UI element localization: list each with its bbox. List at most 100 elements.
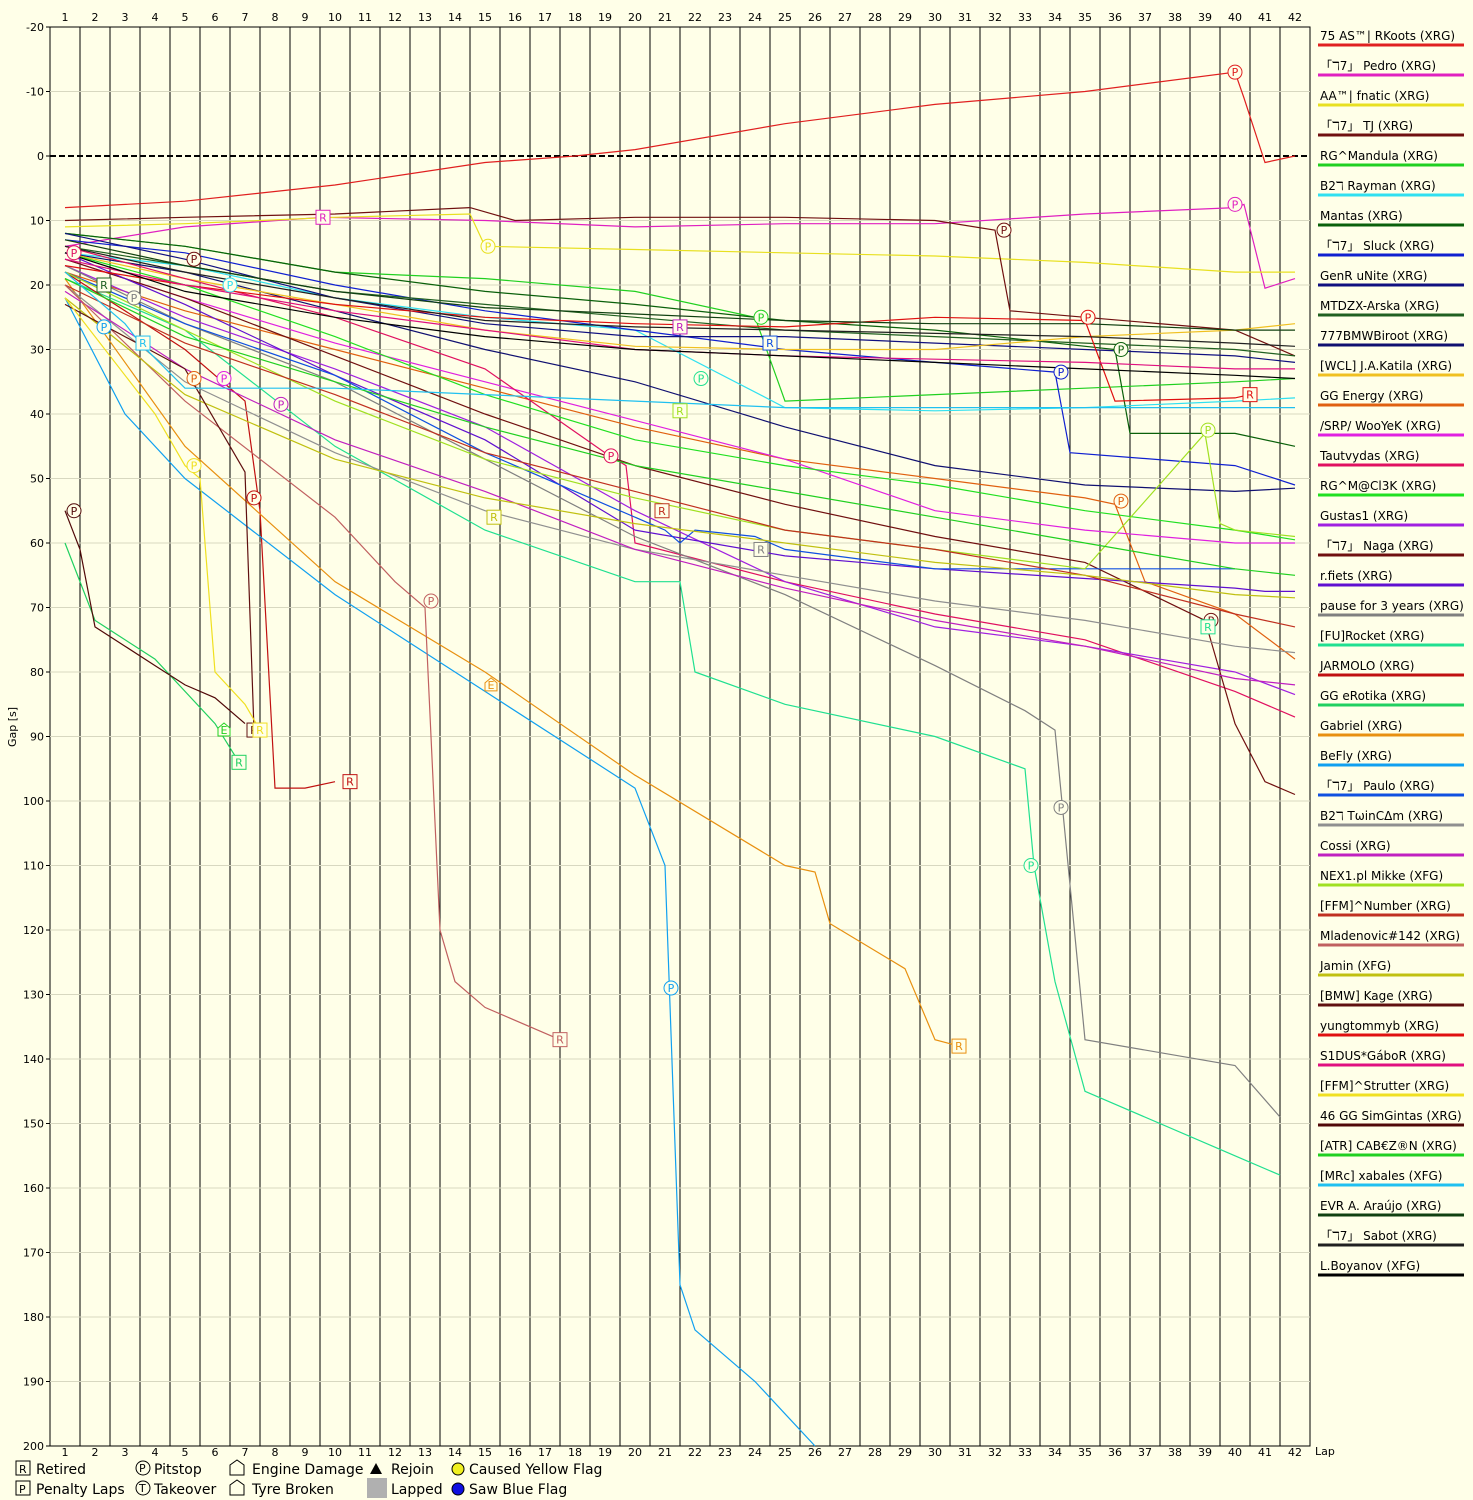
x-tick-label-bottom: 15 <box>478 1446 492 1459</box>
driver-name: RG^M@Cl3K (XRG) <box>1320 479 1436 493</box>
y-tick-label: 30 <box>30 344 44 357</box>
driver-legend-item: B2ℸ Rayman (XRG) <box>1318 179 1464 197</box>
event-marker-P: P <box>996 222 1012 238</box>
series-line <box>64 278 1281 1176</box>
x-tick-label-bottom: 37 <box>1138 1446 1152 1459</box>
series-line <box>64 239 1295 331</box>
x-tick-label-bottom: 24 <box>748 1446 762 1459</box>
driver-legend-item: NEX1.pl Mikke (XFG) <box>1318 869 1464 887</box>
series-line <box>64 271 1235 570</box>
x-tick-label-top: 31 <box>958 11 972 24</box>
driver-name: S1DUS*GáboR (XRG) <box>1320 1049 1446 1063</box>
x-tick-label-bottom: 9 <box>302 1446 309 1459</box>
event-marker-P: P <box>753 309 769 325</box>
y-tick-label: 130 <box>23 989 44 1002</box>
x-tick-label-bottom: 33 <box>1018 1446 1032 1459</box>
y-tick-label: 120 <box>23 924 44 937</box>
driver-legend-item: 「ℸ7」 Sluck (XRG) <box>1318 239 1464 257</box>
legend-yellow-flag: Caused Yellow Flag <box>451 1462 602 1478</box>
driver-name: L.Boyanov (XFG) <box>1320 1259 1420 1273</box>
symbol-legend: R Retired P Penalty Laps P Pitstop T Tak… <box>15 1459 602 1498</box>
driver-legend-item: S1DUS*GáboR (XRG) <box>1318 1049 1464 1067</box>
x-tick-label-top: 19 <box>598 11 612 24</box>
x-tick-label-top: 25 <box>778 11 792 24</box>
svg-text:P: P <box>1232 198 1239 211</box>
driver-name: 「ℸ7」 Naga (XRG) <box>1320 539 1434 553</box>
x-tick-label-bottom: 42 <box>1288 1446 1302 1459</box>
driver-legend-item: [FU]Rocket (XRG) <box>1318 629 1464 647</box>
svg-text:Tyre Broken: Tyre Broken <box>251 1482 334 1498</box>
event-marker-P: P <box>186 251 202 267</box>
series-line <box>64 252 1296 351</box>
x-tick-label-top: 40 <box>1228 11 1242 24</box>
series-line <box>64 510 246 725</box>
x-tick-label-bottom: 29 <box>898 1446 912 1459</box>
event-marker-P: P <box>480 238 496 254</box>
series-line <box>64 271 1296 660</box>
event-marker-R: R <box>654 503 670 519</box>
svg-text:Penalty Laps: Penalty Laps <box>36 1482 125 1498</box>
y-tick-label: -10 <box>26 86 44 99</box>
driver-name: Gustas1 (XRG) <box>1320 509 1408 523</box>
y-tick-label: 190 <box>23 1376 44 1389</box>
event-marker-P: P <box>66 245 82 261</box>
x-tick-label-top: 34 <box>1048 11 1062 24</box>
x-axis-ticks: 1122334455667788991010111112121313141415… <box>62 11 1303 1459</box>
svg-text:P: P <box>1232 66 1239 79</box>
driver-name: Gabriel (XRG) <box>1320 719 1402 733</box>
x-tick-label-top: 29 <box>898 11 912 24</box>
y-tick-label: 10 <box>30 215 44 228</box>
svg-text:R: R <box>235 756 243 769</box>
y-tick-label: 0 <box>37 150 44 163</box>
x-tick-label-top: 36 <box>1108 11 1122 24</box>
x-tick-label-top: 3 <box>122 11 129 24</box>
x-tick-label-top: 2 <box>92 11 99 24</box>
svg-text:E: E <box>221 724 228 737</box>
driver-name: Tautvydas (XRG) <box>1319 449 1419 463</box>
series-line <box>64 258 1296 796</box>
svg-text:R: R <box>319 211 327 224</box>
x-tick-label-bottom: 11 <box>358 1446 372 1459</box>
series-line <box>64 284 561 1041</box>
series-line <box>64 297 816 1447</box>
legend-takeover: T Takeover <box>135 1480 216 1498</box>
event-marker-R: R <box>486 509 502 525</box>
event-marker-R: R <box>552 1032 568 1048</box>
svg-text:R: R <box>256 724 264 737</box>
event-marker-P: P <box>1200 422 1216 438</box>
driver-legend-item: MTDZX-Arska (XRG) <box>1318 299 1464 317</box>
svg-text:P: P <box>191 253 198 266</box>
y-tick-label: 150 <box>23 1118 44 1131</box>
svg-text:P: P <box>428 595 435 608</box>
svg-text:P: P <box>698 373 705 386</box>
driver-legend-item: yungtommyb (XRG) <box>1318 1019 1464 1037</box>
driver-name: GG Energy (XRG) <box>1320 389 1423 403</box>
event-marker-P: P <box>186 458 202 474</box>
svg-text:R: R <box>100 279 108 292</box>
driver-legend-item: GG Energy (XRG) <box>1318 389 1464 407</box>
driver-name: 777BMWBiroot (XRG) <box>1320 329 1448 343</box>
series-line <box>64 252 1296 541</box>
event-marker-P: P <box>216 371 232 387</box>
event-marker-P: P <box>423 593 439 609</box>
x-tick-label-bottom: 22 <box>688 1446 702 1459</box>
svg-text:R: R <box>766 337 774 350</box>
x-tick-label-top: 18 <box>568 11 582 24</box>
legend-engine-damage: Engine Damage <box>229 1459 364 1478</box>
tyre-broken-icon <box>229 1479 245 1496</box>
driver-name: RG^Mandula (XRG) <box>1320 149 1438 163</box>
x-tick-label-bottom: 28 <box>868 1446 882 1459</box>
driver-name: pause for 3 years (XRG) <box>1320 599 1464 613</box>
driver-name: 46 GG SimGintas (XRG) <box>1320 1109 1462 1123</box>
x-tick-label-top: 21 <box>658 11 672 24</box>
x-tick-label-bottom: 41 <box>1258 1446 1272 1459</box>
y-tick-label: 90 <box>30 731 44 744</box>
y-tick-label: 40 <box>30 408 44 421</box>
driver-legend-item: r.fiets (XRG) <box>1318 569 1464 587</box>
x-tick-label-top: 13 <box>418 11 432 24</box>
event-marker-P: P <box>66 503 82 519</box>
event-marker-P: P <box>273 396 289 412</box>
driver-legend-item: 「ℸ7」 TJ (XRG) <box>1318 119 1464 137</box>
driver-name: [WCL] J.A.Katila (XRG) <box>1320 359 1452 373</box>
driver-legend-item: [BMW] Kage (XRG) <box>1318 989 1464 1007</box>
